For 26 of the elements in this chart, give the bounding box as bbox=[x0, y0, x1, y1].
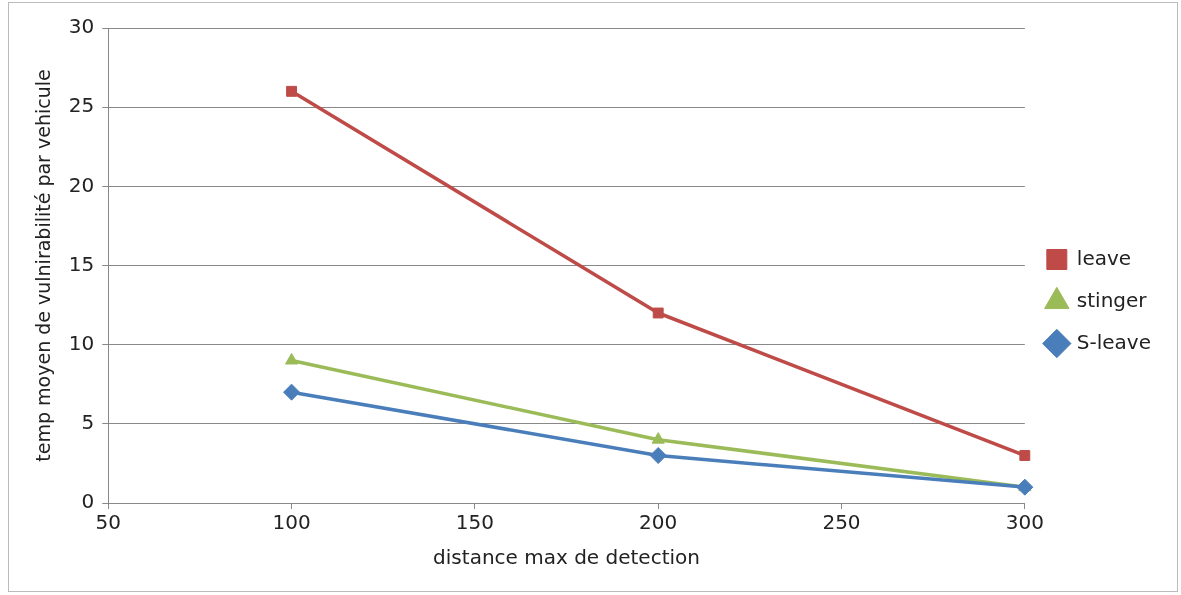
legend-label: leave bbox=[1076, 245, 1132, 270]
y-axis-title: temp moyen de vulnirabilité par vehicule bbox=[32, 69, 55, 462]
y-tick-label: 5 bbox=[81, 410, 95, 435]
point bbox=[651, 432, 665, 444]
y-tick-label: 15 bbox=[68, 251, 95, 276]
point bbox=[1016, 478, 1034, 496]
x-tick-label: 50 bbox=[95, 510, 121, 535]
legend-label: S-leave bbox=[1076, 329, 1151, 354]
y-tick-label: 10 bbox=[68, 330, 95, 355]
y-tick-label: 0 bbox=[81, 489, 95, 514]
x-tick-label: 200 bbox=[639, 510, 678, 535]
x-axis-title: distance max de detection bbox=[433, 545, 700, 570]
point bbox=[649, 447, 667, 464]
point bbox=[283, 383, 301, 401]
legend-label: stinger bbox=[1076, 287, 1148, 312]
x-tick-label: 300 bbox=[1005, 510, 1044, 535]
point bbox=[285, 353, 299, 365]
x-tick-label: 150 bbox=[455, 510, 494, 535]
point bbox=[286, 85, 298, 97]
x-tick-label: 100 bbox=[272, 510, 311, 535]
y-tick-label: 20 bbox=[68, 172, 95, 197]
point bbox=[652, 307, 664, 319]
x-tick-label: 250 bbox=[822, 510, 861, 535]
y-tick-label: 25 bbox=[68, 93, 95, 118]
y-tick-label: 30 bbox=[68, 14, 95, 39]
point bbox=[1019, 450, 1031, 461]
